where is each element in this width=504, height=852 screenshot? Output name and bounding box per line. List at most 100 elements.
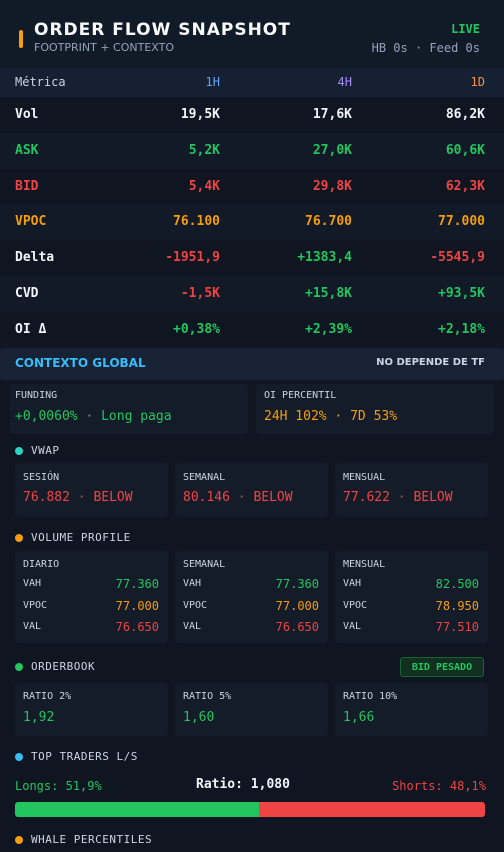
dot — [15, 836, 23, 844]
vwap-label: SESIÓN — [23, 472, 60, 483]
table-header-bg — [0, 68, 504, 97]
row-label: VPOC — [15, 214, 47, 230]
cell: -5545,9 — [430, 250, 485, 266]
shorts: Shorts: 48,1% — [392, 779, 486, 793]
vwap-title: VWAP — [31, 444, 60, 457]
cell: 29,8K — [312, 178, 352, 194]
table-row — [0, 240, 504, 276]
row-label: OI Δ — [15, 321, 47, 337]
traders-title: TOP TRADERS L/S — [31, 750, 138, 763]
vp-key: VAH — [23, 578, 42, 589]
vp-value: 77.360 — [115, 577, 159, 591]
ob-label: RATIO 2% — [23, 691, 72, 702]
vp-label: MENSUAL — [343, 559, 386, 570]
vwap-label: MENSUAL — [343, 472, 386, 483]
orderbook-title: ORDERBOOK — [31, 660, 96, 673]
column-header: 1H — [205, 75, 220, 89]
vp-key: VAL — [343, 621, 362, 632]
cell: 17,6K — [312, 107, 352, 122]
vp-label: SEMANAL — [183, 559, 226, 570]
vp-value: 77.000 — [115, 598, 159, 613]
column-header: 1D — [470, 75, 485, 89]
vp-box — [15, 551, 168, 643]
table-row — [0, 168, 504, 205]
ob-value: 1,92 — [23, 710, 55, 725]
funding-box — [10, 384, 248, 434]
vp-key: VAL — [183, 621, 202, 632]
ob-box — [15, 683, 168, 736]
ls-bar — [15, 802, 485, 817]
table-row — [0, 204, 504, 241]
ob-value: 1,60 — [183, 710, 215, 725]
vp-key: VAH — [343, 578, 362, 589]
funding-value: +0,0060% · Long paga — [15, 409, 172, 424]
funding-label: FUNDING — [15, 390, 58, 401]
row-label: Delta — [15, 250, 55, 266]
vp-value: 82.500 — [435, 577, 479, 591]
vp-key: VPOC — [23, 599, 48, 611]
vwap-value: 76.882 · BELOW — [23, 490, 133, 505]
cell: 77.000 — [438, 214, 485, 230]
cell: +2,39% — [305, 321, 352, 337]
column-header: Métrica — [15, 75, 66, 89]
vwap-value: 77.622 · BELOW — [343, 490, 453, 505]
cell: 76.100 — [173, 214, 220, 230]
table-row — [0, 311, 504, 348]
longs-bar — [15, 802, 259, 817]
vwap-value: 80.146 · BELOW — [183, 490, 293, 505]
vwap-box — [335, 463, 488, 517]
cell: +0,38% — [173, 321, 220, 337]
vp-box — [335, 551, 488, 643]
vp-value: 76.650 — [275, 620, 319, 634]
cell: +15,8K — [305, 286, 352, 301]
table-row — [0, 276, 504, 312]
orderbook-badge: BID PESADO — [400, 657, 484, 677]
vp-value: 77.000 — [275, 598, 319, 613]
global-note: NO DEPENDE DE TF — [376, 357, 485, 368]
vp-value: 78.950 — [435, 598, 479, 613]
accent-bar — [19, 30, 23, 48]
oi-box — [256, 384, 494, 434]
row-label: BID — [15, 178, 39, 194]
row-label: Vol — [15, 107, 39, 122]
vp-key: VPOC — [343, 599, 368, 611]
ob-value: 1,66 — [343, 710, 375, 725]
dot — [15, 753, 23, 761]
cell: 5,4K — [188, 178, 220, 194]
ob-label: RATIO 10% — [343, 691, 398, 702]
longs: Longs: 51,9% — [15, 779, 102, 793]
cell: 62,3K — [445, 178, 485, 194]
cell: 27,0K — [312, 142, 352, 158]
vp-key: VPOC — [183, 599, 208, 611]
table-row — [0, 132, 504, 169]
vp-box — [175, 551, 328, 643]
vp-value: 76.650 — [115, 620, 159, 634]
whale-title: WHALE PERCENTILES — [31, 833, 153, 846]
vwap-box — [175, 463, 328, 517]
vwap-box — [15, 463, 168, 517]
vp-value: 77.510 — [435, 620, 479, 634]
ob-box — [175, 683, 328, 736]
cell: +1383,4 — [297, 250, 352, 266]
oi-value: 24H 102% · 7D 53% — [264, 409, 398, 424]
dot — [15, 447, 23, 455]
meta: HB 0s · Feed 0s — [371, 41, 480, 55]
row-label: CVD — [15, 286, 39, 301]
ratio: Ratio: 1,080 — [196, 777, 290, 792]
vp-key: VAH — [183, 578, 202, 589]
cell: 5,2K — [188, 142, 220, 158]
vwap-label: SEMANAL — [183, 472, 226, 483]
oi-label: OI PERCENTIL — [264, 390, 337, 401]
global-title: CONTEXTO GLOBAL — [15, 356, 146, 370]
subtitle: FOOTPRINT + CONTEXTO — [34, 41, 174, 54]
cell: -1,5K — [180, 286, 220, 301]
vp-key: VAL — [23, 621, 42, 632]
status: LIVE — [451, 22, 480, 36]
shorts-bar — [258, 802, 485, 817]
ob-box — [335, 683, 488, 736]
cell: -1951,9 — [165, 250, 220, 266]
table-row — [0, 97, 504, 133]
column-header: 4H — [337, 75, 352, 89]
cell: 76.700 — [305, 214, 352, 230]
